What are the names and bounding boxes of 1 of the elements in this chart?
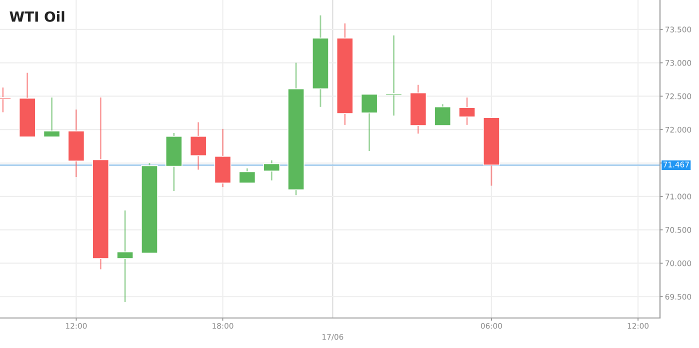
text: WTI Oil [10,11,64,22]
